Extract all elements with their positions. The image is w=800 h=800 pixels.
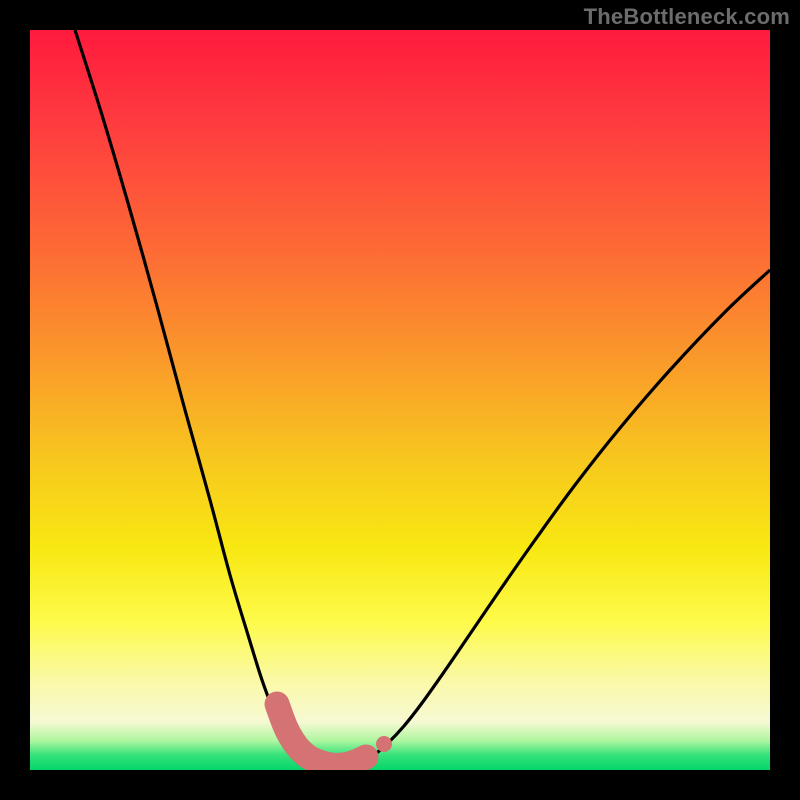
chart-container: TheBottleneck.com xyxy=(0,0,800,800)
highlight-dot xyxy=(376,736,392,752)
plot-area xyxy=(30,30,770,770)
main-curve xyxy=(75,30,770,767)
watermark-text: TheBottleneck.com xyxy=(584,4,790,30)
curve-layer xyxy=(30,30,770,770)
highlight-overlay xyxy=(277,704,366,765)
